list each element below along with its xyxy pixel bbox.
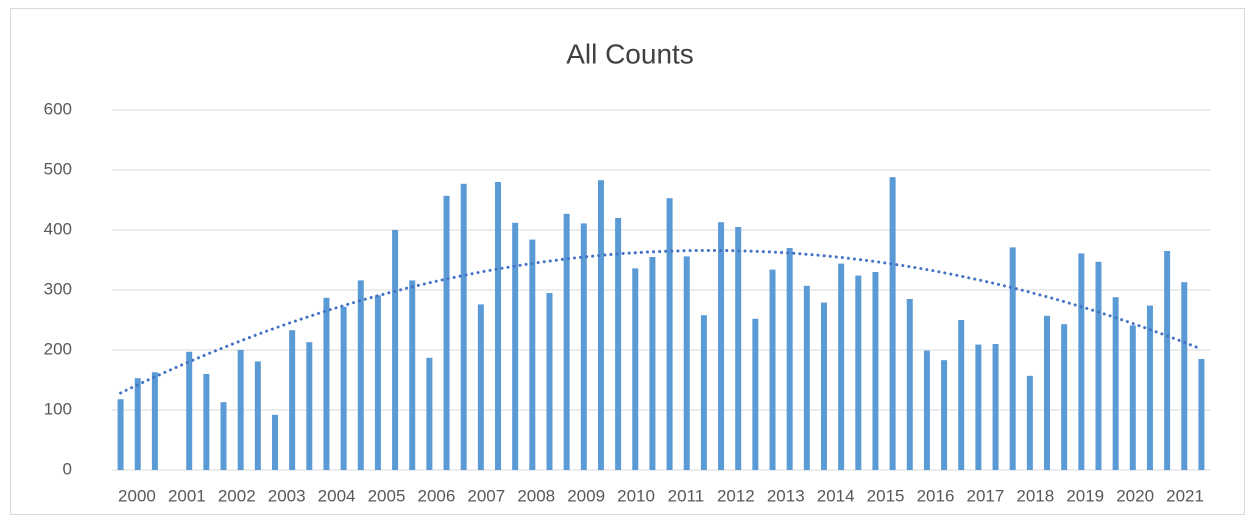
x-tick-label: 2006 [417, 486, 455, 505]
bar [923, 350, 930, 470]
bar [477, 304, 484, 470]
y-tick-label: 500 [44, 159, 72, 178]
bar [151, 372, 158, 470]
y-tick-label: 600 [44, 99, 72, 118]
bar [306, 342, 313, 470]
x-tick-label: 2002 [218, 486, 256, 505]
y-tick-label: 300 [44, 279, 72, 298]
bar [786, 248, 793, 470]
trendline [119, 249, 1203, 395]
x-tick-label: 2005 [368, 486, 406, 505]
bar [1095, 261, 1102, 470]
bar [1044, 315, 1051, 470]
bar [546, 293, 553, 470]
bar [838, 263, 845, 470]
bar [426, 357, 433, 470]
bar [237, 350, 244, 470]
x-tick-label: 2015 [867, 486, 905, 505]
bar [1078, 253, 1085, 470]
y-tick-label: 100 [44, 399, 72, 418]
chart-title: All Counts [566, 38, 694, 69]
bar [1146, 305, 1153, 470]
bar [1026, 375, 1033, 470]
bar [735, 227, 742, 470]
x-tick-label: 2013 [767, 486, 805, 505]
x-tick-label: 2003 [268, 486, 306, 505]
bar [683, 256, 690, 470]
bar [563, 213, 570, 471]
bar [1061, 324, 1068, 470]
bar [134, 378, 141, 470]
bar [220, 402, 227, 470]
bar [975, 344, 982, 470]
bar [289, 330, 296, 470]
bar [855, 275, 862, 470]
bar [460, 183, 467, 471]
bar [409, 280, 416, 470]
y-tick-label: 200 [44, 339, 72, 358]
bar [992, 344, 999, 470]
x-tick-label: 2009 [567, 486, 605, 505]
x-tick-label: 2016 [917, 486, 955, 505]
y-tick-label: 0 [63, 459, 72, 478]
bar [752, 318, 759, 470]
bar [117, 399, 124, 470]
bar [1181, 282, 1188, 470]
bar [700, 315, 707, 470]
bar [872, 272, 879, 470]
bar [769, 269, 776, 470]
bar [632, 268, 639, 470]
bar [323, 297, 330, 470]
bar [597, 180, 604, 470]
bar [357, 280, 364, 470]
x-tick-label: 2008 [517, 486, 555, 505]
bar [906, 299, 913, 470]
bar [615, 218, 622, 470]
bar [941, 360, 948, 470]
x-tick-label: 2014 [817, 486, 855, 505]
bar [666, 198, 673, 470]
bar [803, 285, 810, 470]
bar [186, 351, 193, 470]
bar [718, 222, 725, 470]
x-tick-label: 2001 [168, 486, 206, 505]
x-tick-label: 2011 [668, 486, 705, 505]
bar [1009, 247, 1016, 470]
x-tick-label: 2004 [318, 486, 356, 505]
bar [958, 320, 965, 470]
x-tick-label: 2020 [1116, 486, 1154, 505]
x-tick-label: 2010 [617, 486, 655, 505]
bar [443, 195, 450, 471]
bar [203, 374, 210, 470]
bar [392, 230, 399, 470]
bar [529, 239, 536, 470]
bar [649, 257, 656, 470]
bar [254, 361, 261, 470]
bar [512, 222, 519, 470]
x-tick-label: 2007 [467, 486, 505, 505]
x-tick-label: 2000 [118, 486, 156, 505]
x-tick-label: 2019 [1066, 486, 1104, 505]
y-tick-label: 400 [44, 219, 72, 238]
x-tick-label: 2012 [717, 486, 755, 505]
x-tick-label: 2018 [1016, 486, 1054, 505]
x-tick-label: 2017 [966, 486, 1004, 505]
bar [580, 223, 587, 470]
bar [495, 182, 502, 470]
bar [340, 306, 347, 470]
bar [889, 177, 896, 470]
x-tick-label: 2021 [1166, 486, 1204, 505]
bar [1129, 325, 1136, 470]
bar [1164, 251, 1171, 470]
bar [1198, 359, 1205, 470]
bar [374, 295, 381, 470]
bar [820, 302, 827, 470]
bar [1112, 297, 1119, 470]
chart-border [10, 8, 1245, 515]
bar [271, 414, 278, 470]
